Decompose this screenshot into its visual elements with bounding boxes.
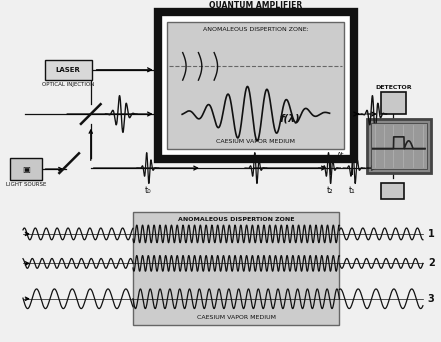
- Text: 2: 2: [428, 259, 434, 268]
- Text: CAESIUM VAPOR MEDIUM: CAESIUM VAPOR MEDIUM: [217, 140, 295, 144]
- Text: t₁: t₁: [349, 186, 355, 195]
- Text: ▣: ▣: [22, 165, 30, 173]
- Text: ANOMALEOUS DISPERTION ZONE:: ANOMALEOUS DISPERTION ZONE:: [203, 27, 309, 31]
- Bar: [381, 183, 404, 198]
- Bar: [157, 12, 354, 159]
- Text: OPTICAL INJECTION: OPTICAL INJECTION: [42, 82, 94, 87]
- Bar: [45, 60, 92, 80]
- Text: t₂: t₂: [326, 186, 333, 195]
- Text: LASER: LASER: [56, 67, 81, 73]
- Bar: [371, 123, 427, 169]
- Text: t₀: t₀: [145, 186, 151, 195]
- Text: CAESIUM VAPOR MEDIUM: CAESIUM VAPOR MEDIUM: [197, 315, 276, 320]
- Text: QUANTUM AMPLIFIER: QUANTUM AMPLIFIER: [209, 1, 303, 10]
- Bar: [367, 119, 431, 173]
- Text: DETECTOR: DETECTOR: [375, 86, 412, 90]
- Text: LIGHT SOURSE: LIGHT SOURSE: [6, 182, 46, 187]
- Bar: [168, 22, 344, 149]
- Bar: [381, 92, 406, 114]
- Text: 3: 3: [428, 294, 434, 304]
- Text: ANOMALEOUS DISPERTION ZONE: ANOMALEOUS DISPERTION ZONE: [178, 217, 295, 222]
- Text: 1: 1: [428, 229, 434, 239]
- Bar: [10, 158, 41, 180]
- Bar: [133, 212, 340, 325]
- Text: Δt: Δt: [336, 152, 344, 158]
- Text: f(λ): f(λ): [280, 114, 300, 123]
